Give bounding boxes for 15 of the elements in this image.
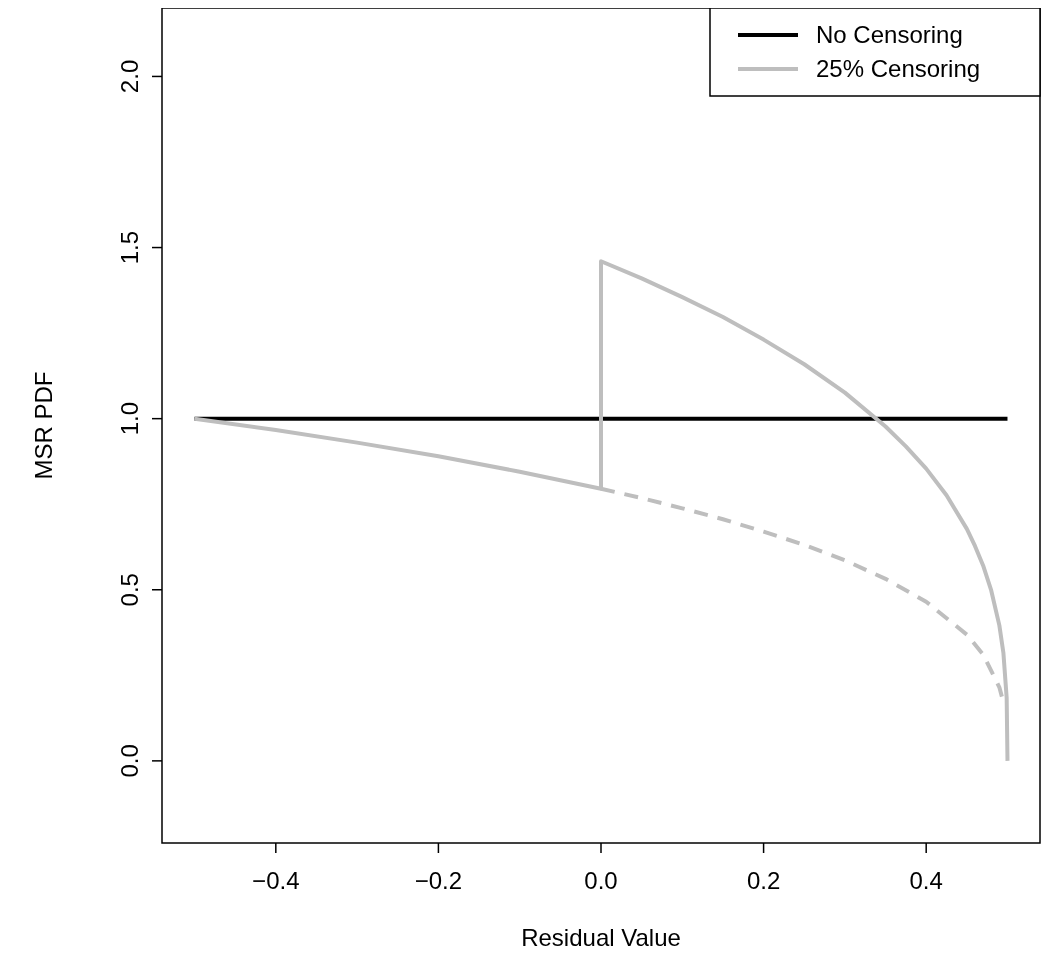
x-tick-label: 0.2 (746, 867, 781, 894)
x-tick-label: −0.4 (252, 867, 300, 894)
x-tick-label: 0.4 (909, 867, 943, 894)
y-axis-title: MSR PDF (30, 371, 57, 480)
y-tick-label: 1.5 (116, 230, 143, 265)
legend-label: 25% Censoring (816, 55, 981, 82)
x-tick-label: 0.0 (584, 867, 618, 894)
x-tick-label: −0.2 (414, 867, 463, 894)
y-tick-label: 0.0 (116, 744, 143, 778)
line-series (192, 259, 1010, 763)
legend-label: No Censoring (816, 21, 963, 48)
y-tick-label: 0.5 (116, 573, 143, 607)
y-tick-label: 2.0 (116, 59, 143, 94)
y-tick-label: 1.0 (116, 401, 143, 436)
x-axis-title: Residual Value (521, 924, 681, 951)
